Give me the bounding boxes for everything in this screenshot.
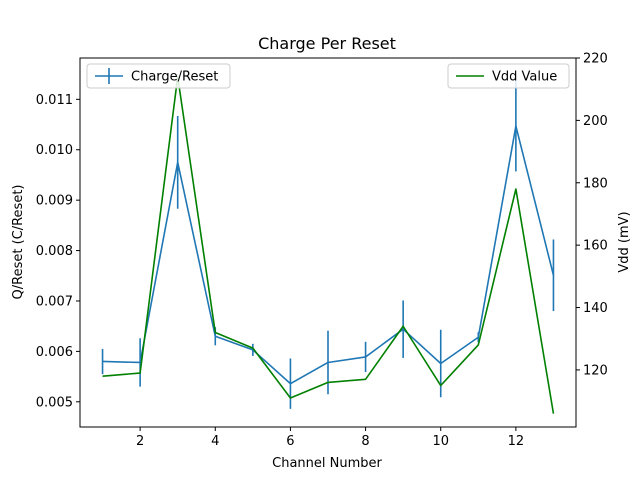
x-tick-label-4: 4 [211,434,219,449]
y-right-tick-label-220: 220 [583,52,608,67]
y-right-tick-label-160: 160 [583,239,608,254]
legend-label: Vdd Value [492,70,557,85]
y-axis-right-label: Vdd (mV) [617,211,632,272]
y-right-tick-label-180: 180 [583,176,608,191]
y-left-tick-label-0: 0.005 [36,395,73,410]
legend-charge-reset: Charge/Reset [86,63,231,89]
x-tick-label-12: 12 [508,434,525,449]
x-tick-label-6: 6 [286,434,294,449]
legend-box [86,63,231,89]
chart-title: Charge Per Reset [258,34,396,53]
y-left-tick-label-4: 0.009 [36,194,73,209]
y-left-tick-label-1: 0.006 [36,345,73,360]
plot-frame [79,57,577,428]
x-axis-label: Channel Number [272,456,382,471]
legend-box [447,63,570,89]
y-left-tick-label-6: 0.011 [36,93,73,108]
y-axis-left-label: Q/Reset (C/Reset) [11,185,26,300]
y-left-tick-label-3: 0.008 [36,244,73,259]
y-left-tick-label-5: 0.010 [36,143,73,158]
legend-vdd-value: Vdd Value [447,63,570,89]
x-tick-label-8: 8 [361,434,369,449]
y-right-tick-label-200: 200 [583,114,608,129]
x-tick-label-10: 10 [432,434,449,449]
y-right-tick-label-140: 140 [583,301,608,316]
y-right-tick-label-120: 120 [583,363,608,378]
legend-label: Charge/Reset [131,70,218,85]
y-left-tick-label-2: 0.007 [36,294,73,309]
x-tick-label-2: 2 [136,434,144,449]
